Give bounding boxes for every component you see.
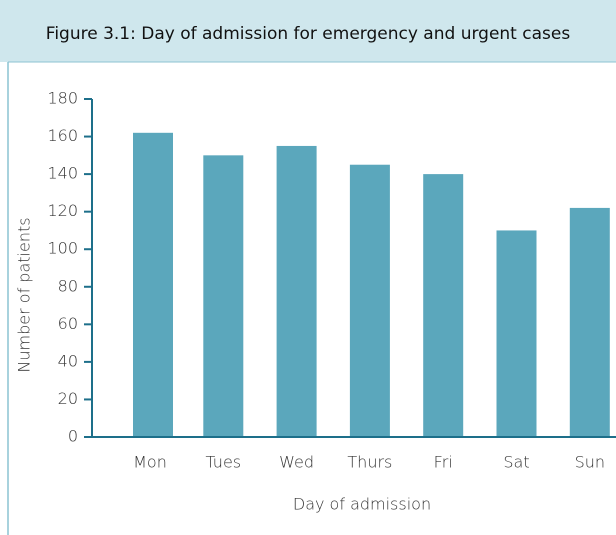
x-tick-label: Thurs — [347, 453, 392, 472]
title-bar — [0, 0, 616, 62]
y-tick-label: 140 — [47, 164, 78, 183]
y-tick-label: 40 — [58, 351, 78, 370]
x-tick-label: Fri — [434, 453, 453, 472]
bar — [349, 164, 390, 437]
y-tick-label: 0 — [68, 427, 78, 446]
y-tick-label: 180 — [47, 89, 78, 108]
x-tick-label: Sat — [503, 453, 529, 472]
bar — [569, 207, 610, 437]
bar — [133, 132, 173, 438]
y-tick-label: 20 — [58, 389, 78, 408]
x-tick-label: Tues — [205, 453, 241, 472]
bar — [423, 174, 464, 437]
chart-title: Figure 3.1: Day of admission for emergen… — [46, 24, 571, 44]
y-tick-label: 100 — [47, 239, 78, 258]
y-tick-label: 60 — [58, 314, 78, 333]
x-tick-label: Mon — [133, 453, 167, 472]
y-axis-label: Number of patients — [15, 217, 34, 372]
y-tick-label: 80 — [58, 276, 78, 295]
x-tick-label: Sun — [575, 453, 605, 472]
x-tick-label: Wed — [279, 453, 314, 472]
bar — [203, 155, 244, 438]
y-tick-label: 120 — [47, 201, 78, 220]
bar — [276, 145, 317, 437]
x-axis-label: Day of admission — [293, 495, 431, 514]
y-tick-label: 160 — [47, 126, 78, 145]
bar — [496, 230, 537, 437]
